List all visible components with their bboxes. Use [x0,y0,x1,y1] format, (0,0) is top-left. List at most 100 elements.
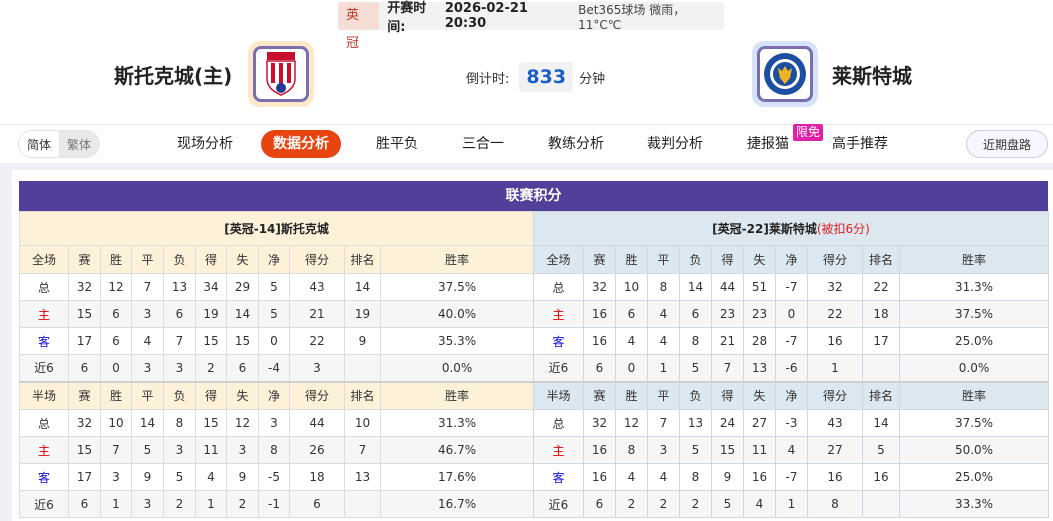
table-cell: 6 [100,327,132,355]
table-cell: 1 [775,490,808,518]
table-cell: 3 [226,436,259,464]
table-cell: 24 [711,409,744,437]
section-label: 半场 [19,380,69,410]
standings-title: 联赛积分 [19,181,1048,211]
table-cell: 14 [862,409,900,437]
table-cell: -6 [775,354,808,382]
table-cell: 16 [583,463,616,491]
tab-live-analysis[interactable]: 现场分析 [177,136,233,152]
table-cell: 3 [163,436,196,464]
away-team-logo[interactable] [752,41,818,107]
table-cell: 3 [131,490,164,518]
table-cell: 4 [615,327,648,355]
team-caption-row: [英冠-22]莱斯特城(被扣6分) [532,211,1050,246]
table-row: 近6 6 2 2 2 5 4 1 8 33.3% [533,490,1050,518]
row-label: 主 [533,436,584,464]
table-cell: 4 [647,300,680,328]
table-cell: 0 [615,354,648,382]
table-row: 近6 6 0 1 5 7 13 -6 1 0.0% [533,354,1050,382]
column-header: 净 [258,380,290,410]
tab-coach-analysis[interactable]: 教练分析 [548,136,604,152]
table-cell: 6 [163,300,196,328]
stoke-crest-icon [266,52,296,96]
lang-traditional[interactable]: 繁体 [59,131,99,157]
table-cell: 5 [131,436,164,464]
tab-jiebaomao[interactable]: 捷报猫 [747,136,789,152]
column-header: 胜率 [898,380,1050,410]
table-row: 主 16 6 4 6 23 23 0 22 18 37.5% [533,300,1050,328]
row-label: 客 [19,463,69,491]
column-header: 胜率 [379,380,535,410]
table-cell: 18 [862,300,900,328]
table-cell: 2 [226,490,259,518]
table-cell: 4 [195,463,227,491]
table-cell: 4 [743,490,776,518]
table-cell: 10 [615,273,648,301]
column-header: 排名 [862,380,900,410]
language-toggle[interactable]: 简体 繁体 [18,130,100,158]
table-row: 总 32 10 8 14 44 51 -7 32 22 31.3% [533,273,1050,301]
column-header: 负 [163,245,196,274]
league-tag[interactable]: 英冠 [338,2,380,51]
home-team-name[interactable]: 斯托克城(主) [114,64,233,88]
tab-three-in-one[interactable]: 三合一 [462,136,504,152]
table-row: 主 15 6 3 6 19 14 5 21 19 40.0% [19,300,535,328]
table-row: 总 32 10 14 8 15 12 3 44 10 31.3% [19,409,535,437]
table-cell: 16 [583,300,616,328]
home-team-logo[interactable] [248,41,314,107]
row-label: 近6 [19,490,69,518]
table-cell: 4 [647,327,680,355]
table-cell: 3 [289,354,345,382]
table-cell: 9 [131,463,164,491]
column-header: 得 [195,245,227,274]
table-cell: 8 [807,490,863,518]
column-header: 负 [679,245,712,274]
kickoff-time: 2026-02-21 20:30 [444,1,528,31]
column-header: 负 [163,380,196,410]
table-cell: 13 [743,354,776,382]
match-info-bar: 英冠 开赛时间: 2026-02-21 20:30 Bet365球场 微雨，11… [338,1,724,51]
table-cell: 8 [163,409,196,437]
tab-referee-analysis[interactable]: 裁判分析 [647,136,703,152]
column-header: 失 [226,245,259,274]
tab-win-draw-loss[interactable]: 胜平负 [376,136,418,152]
table-cell: 16 [807,327,863,355]
column-header: 胜 [615,245,648,274]
row-label: 客 [533,327,584,355]
table-cell: 12 [615,409,648,437]
table-cell: 32 [807,273,863,301]
table-cell: 6 [583,354,616,382]
table-cell: 2 [195,354,227,382]
column-header: 失 [743,380,776,410]
column-header: 平 [131,245,164,274]
table-cell: 37.5% [379,273,535,301]
table-cell: 29 [226,273,259,301]
table-cell: 9 [344,327,381,355]
tab-expert-picks[interactable]: 高手推荐 [832,136,888,152]
table-cell: 19 [195,300,227,328]
table-cell: 14 [226,300,259,328]
table-cell: 1 [807,354,863,382]
column-header: 得分 [807,245,863,274]
table-cell: 46.7% [379,436,535,464]
row-label: 总 [19,273,69,301]
column-header: 得 [195,380,227,410]
table-row: 总 32 12 7 13 24 27 -3 43 14 37.5% [533,409,1050,437]
tab-data-analysis[interactable]: 数据分析 [261,130,341,158]
column-header: 失 [226,380,259,410]
table-cell: 17 [68,327,101,355]
table-cell: 15 [195,327,227,355]
table-cell: 0 [775,300,808,328]
recent-handicap-button[interactable]: 近期盘路 [966,130,1048,158]
lang-simplified[interactable]: 简体 [26,137,51,152]
table-cell: 9 [226,463,259,491]
table-cell: 32 [68,273,101,301]
table-cell: 17.6% [379,463,535,491]
table-cell: 12 [100,273,132,301]
away-team-name[interactable]: 莱斯特城 [832,64,912,88]
table-cell: -5 [258,463,290,491]
venue-weather: Bet365球场 微雨，11°C℃ [578,2,686,32]
section-label: 全场 [533,245,584,274]
table-cell: 6 [679,300,712,328]
column-header: 负 [679,380,712,410]
